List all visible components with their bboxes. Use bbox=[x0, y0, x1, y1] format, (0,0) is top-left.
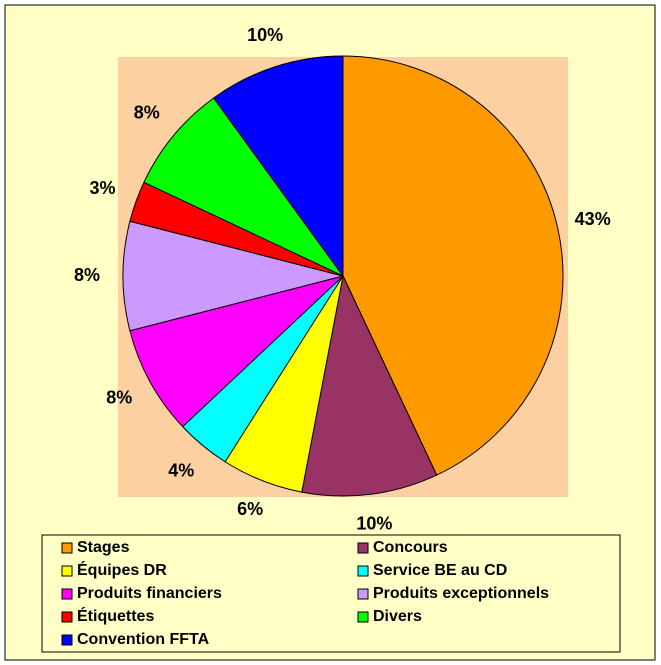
pie-slice bbox=[342, 55, 564, 476]
legend-swatch bbox=[61, 588, 73, 600]
data-label: 10% bbox=[247, 25, 283, 45]
pie-slice bbox=[122, 220, 344, 332]
pie-slice bbox=[143, 97, 344, 277]
legend-swatch bbox=[357, 611, 369, 623]
legend-label: Produits financiers bbox=[77, 585, 222, 602]
data-label: 4% bbox=[168, 460, 194, 480]
pie-slice bbox=[129, 275, 344, 428]
pie-slice bbox=[301, 274, 438, 497]
legend-swatch bbox=[357, 542, 369, 554]
data-label: 8% bbox=[106, 388, 132, 408]
data-label: 10% bbox=[356, 514, 392, 534]
pie-slice bbox=[212, 55, 344, 278]
legend-swatch bbox=[61, 542, 73, 554]
data-label: 6% bbox=[237, 499, 263, 519]
legend-label: Stages bbox=[77, 539, 130, 556]
data-label: 8% bbox=[74, 265, 100, 285]
legend-label: Produits exceptionnels bbox=[373, 585, 549, 602]
legend-swatch bbox=[357, 565, 369, 577]
legend-swatch bbox=[61, 634, 73, 646]
data-label: 3% bbox=[89, 178, 115, 198]
legend-label: Étiquettes bbox=[77, 606, 154, 625]
legend-label: Équipes DR bbox=[77, 560, 167, 579]
legend-swatch bbox=[61, 565, 73, 577]
legend-swatch bbox=[357, 588, 369, 600]
legend-label: Concours bbox=[373, 539, 448, 556]
data-label: 8% bbox=[134, 102, 160, 122]
legend-label: Service BE au CD bbox=[373, 562, 507, 579]
legend-label: Divers bbox=[373, 608, 422, 625]
legend-label: Convention FFTA bbox=[77, 631, 210, 648]
data-label: 43% bbox=[575, 209, 611, 229]
legend-box bbox=[41, 534, 621, 653]
legend-swatch bbox=[61, 611, 73, 623]
